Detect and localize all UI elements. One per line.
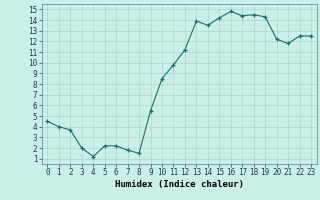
X-axis label: Humidex (Indice chaleur): Humidex (Indice chaleur) (115, 180, 244, 189)
